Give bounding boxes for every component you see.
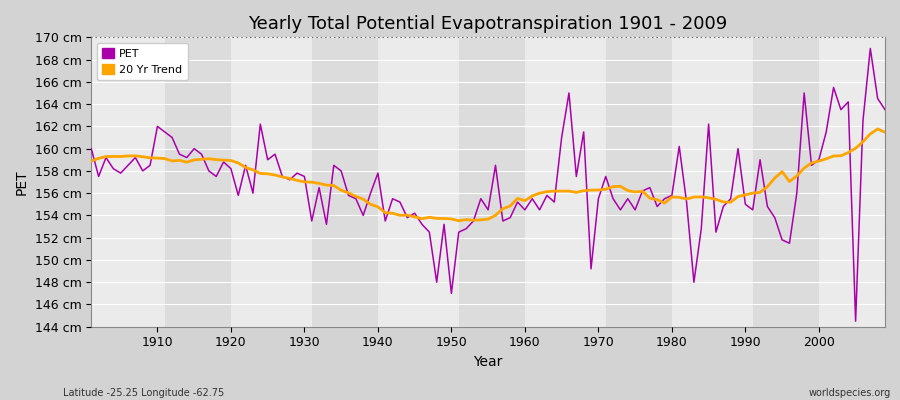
Bar (311, 37, 378, 327)
Bar (238, 37, 304, 327)
Bar (680, 37, 745, 327)
Bar (606, 37, 672, 327)
Text: Latitude -25.25 Longitude -62.75: Latitude -25.25 Longitude -62.75 (63, 388, 224, 398)
Bar (385, 37, 452, 327)
Text: worldspecies.org: worldspecies.org (809, 388, 891, 398)
Bar (91, 37, 158, 327)
Bar (826, 37, 885, 327)
Bar (532, 37, 598, 327)
Y-axis label: PET: PET (15, 169, 29, 195)
Bar (752, 37, 819, 327)
Bar (459, 37, 525, 327)
Legend: PET, 20 Yr Trend: PET, 20 Yr Trend (97, 43, 188, 80)
Bar (165, 37, 231, 327)
X-axis label: Year: Year (473, 355, 503, 369)
Title: Yearly Total Potential Evapotranspiration 1901 - 2009: Yearly Total Potential Evapotranspiratio… (248, 15, 728, 33)
